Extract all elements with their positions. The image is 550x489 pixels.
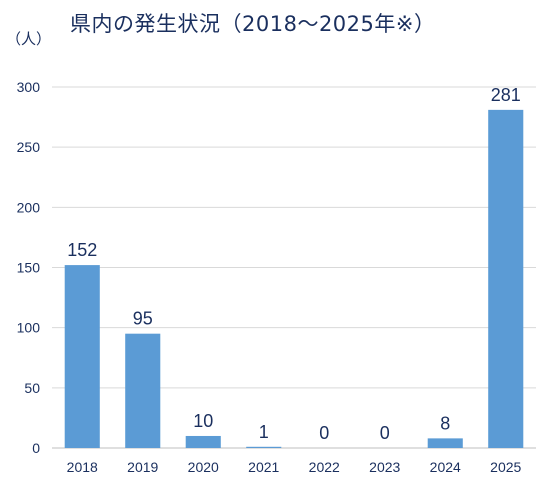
bar bbox=[427, 438, 463, 448]
y-tick-label: 150 bbox=[17, 260, 41, 276]
x-tick-label: 2023 bbox=[369, 459, 400, 475]
x-tick-label: 2020 bbox=[188, 459, 219, 475]
x-tick-label: 2022 bbox=[309, 459, 340, 475]
data-label: 95 bbox=[133, 309, 153, 329]
data-label: 0 bbox=[380, 423, 390, 443]
y-tick-label: 250 bbox=[17, 139, 41, 155]
bar bbox=[488, 109, 524, 448]
x-tick-label: 2025 bbox=[490, 459, 521, 475]
bar bbox=[185, 435, 221, 448]
y-tick-label: 50 bbox=[24, 380, 40, 396]
gridlines bbox=[52, 86, 536, 449]
x-tick-label: 2019 bbox=[127, 459, 158, 475]
x-axis-ticks: 2018 2019 2020 2021 2022 2023 2024 2025 bbox=[67, 459, 522, 475]
x-tick-label: 2024 bbox=[430, 459, 461, 475]
bar bbox=[64, 265, 100, 448]
bar bbox=[246, 446, 282, 448]
y-axis-unit-label: （人） bbox=[6, 30, 52, 48]
y-axis-ticks: 0 50 100 150 200 250 300 bbox=[17, 79, 41, 456]
data-label: 10 bbox=[193, 411, 213, 431]
y-tick-label: 300 bbox=[17, 79, 41, 95]
x-tick-label: 2021 bbox=[248, 459, 279, 475]
chart-title: 県内の発生状況（2018～2025年※） bbox=[70, 12, 436, 36]
y-tick-label: 100 bbox=[17, 320, 41, 336]
bar bbox=[125, 333, 161, 448]
x-tick-label: 2018 bbox=[67, 459, 98, 475]
data-label: 0 bbox=[319, 423, 329, 443]
data-label: 281 bbox=[491, 85, 521, 105]
data-label: 8 bbox=[440, 413, 450, 433]
data-label: 1 bbox=[259, 422, 269, 442]
y-tick-label: 200 bbox=[17, 199, 41, 215]
bars bbox=[64, 109, 524, 448]
data-label: 152 bbox=[67, 240, 97, 260]
y-tick-label: 0 bbox=[32, 440, 40, 456]
